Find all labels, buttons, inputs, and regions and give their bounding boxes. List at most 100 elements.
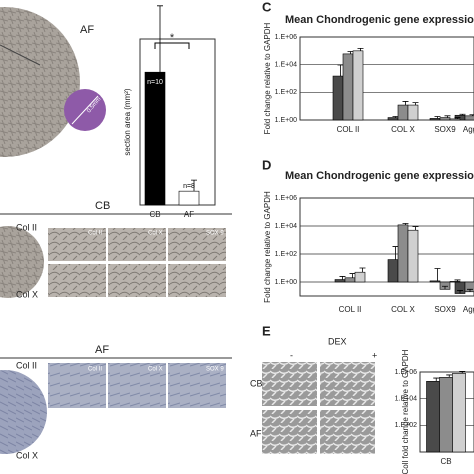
y-tick-label: 1.E+00 (275, 117, 297, 124)
tissue-section (0, 370, 47, 454)
tissue-section (0, 226, 44, 298)
bar (439, 117, 451, 121)
error-bar (339, 276, 346, 280)
error-bar (349, 273, 356, 278)
treatment-minus: - (290, 350, 293, 360)
micrograph (168, 264, 226, 297)
stain-label: Col X (148, 231, 163, 237)
error-bar (434, 268, 441, 281)
scale-bar (71, 95, 99, 125)
panel-letter: E (262, 323, 271, 338)
error-bar (347, 51, 354, 54)
x-tick-label: Agg (463, 305, 474, 314)
x-tick-label: AF (184, 210, 194, 219)
y-axis-label: Coll fold change relative to GAPDH (401, 349, 410, 474)
stain-label: SOX 9 (206, 367, 224, 373)
error-bar (459, 371, 466, 374)
x-tick-label: CB (149, 210, 160, 219)
micrograph (168, 228, 226, 261)
section-header: CB (95, 200, 110, 212)
treatment-label: DEX (328, 336, 347, 346)
error-bar (402, 223, 409, 225)
x-tick-label: COL X (391, 125, 415, 134)
chart-title: Mean Chondrogenic gene expression (285, 14, 474, 26)
y-tick-label: 1.E+04 (275, 62, 297, 69)
stain-label: Col II (16, 360, 37, 370)
y-tick-label: 1.E+02 (395, 422, 417, 429)
y-tick-label: 1.E+06 (395, 369, 417, 376)
error-bar (402, 101, 409, 106)
bar (407, 229, 419, 283)
error-bar (359, 267, 366, 273)
bar-label: n=10 (147, 79, 163, 86)
error-bar (434, 116, 441, 119)
bar (397, 104, 409, 121)
stain-label: SOX 9 (206, 231, 224, 237)
x-tick-label: SOX9 (434, 125, 456, 134)
micrograph (108, 363, 166, 408)
bar (439, 377, 453, 453)
chart-title: Mean Chondrogenic gene expression (285, 170, 474, 182)
y-tick-label: 1.E+00 (275, 279, 297, 286)
stain-label: Col X (16, 289, 38, 299)
bar (464, 115, 474, 121)
error-bar (442, 285, 448, 290)
micrograph (320, 362, 375, 406)
plot-frame (139, 38, 216, 206)
y-axis-label: section area (mm²) (123, 88, 132, 155)
error-bar (457, 290, 463, 294)
stain-label: Col II (16, 222, 37, 232)
plot-frame (299, 36, 474, 121)
error-bar (469, 114, 474, 116)
y-tick-label: 1.E+06 (275, 195, 297, 202)
bar (178, 190, 200, 206)
significance-label: * (170, 32, 175, 44)
error-bar (433, 377, 440, 382)
x-tick-label: Agg (463, 125, 474, 134)
bar (397, 224, 409, 283)
error-bar (392, 116, 399, 118)
micrograph (108, 228, 166, 261)
bar (332, 75, 344, 121)
x-tick-label: COL II (337, 125, 360, 134)
panel-letter: C (262, 0, 272, 14)
y-axis-label: Fold change relative to GAPDH (263, 191, 272, 303)
x-tick-label: SOX9 (434, 305, 456, 314)
bar (452, 372, 466, 453)
x-tick-label: CB (440, 457, 451, 466)
plot-frame (299, 197, 474, 297)
error-bar (357, 47, 364, 51)
y-tick-label: 1.E+02 (275, 89, 297, 96)
bar (449, 118, 461, 121)
micrograph (48, 264, 106, 297)
x-tick-label: COL X (391, 305, 415, 314)
stain-label: Col X (148, 367, 163, 373)
micrograph (48, 363, 106, 408)
tissue-section (0, 7, 80, 157)
error-bar (412, 102, 419, 106)
micrograph (320, 410, 375, 454)
bar (429, 118, 441, 121)
error-bar (446, 374, 453, 378)
section-label: AF (80, 24, 94, 36)
bar-label: n=8 (183, 183, 195, 190)
bar (407, 104, 419, 121)
bar (387, 259, 399, 283)
significance-bracket (154, 42, 190, 49)
error-bar (337, 64, 344, 77)
y-tick-label: 1.E+06 (275, 34, 297, 41)
error-bar (191, 179, 197, 192)
x-tick-label: COL II (339, 305, 362, 314)
bar (464, 281, 474, 293)
error-bar (444, 115, 451, 118)
error-bar (412, 226, 419, 231)
cut-line (0, 44, 41, 66)
stain-label: Col II (88, 367, 102, 373)
micrograph (262, 362, 317, 406)
row-label: AF (250, 428, 262, 438)
bar (429, 280, 441, 283)
error-bar (392, 246, 399, 260)
treatment-plus: + (372, 350, 377, 360)
row-label: CB (250, 378, 263, 388)
y-tick-label: 1.E+02 (275, 251, 297, 258)
